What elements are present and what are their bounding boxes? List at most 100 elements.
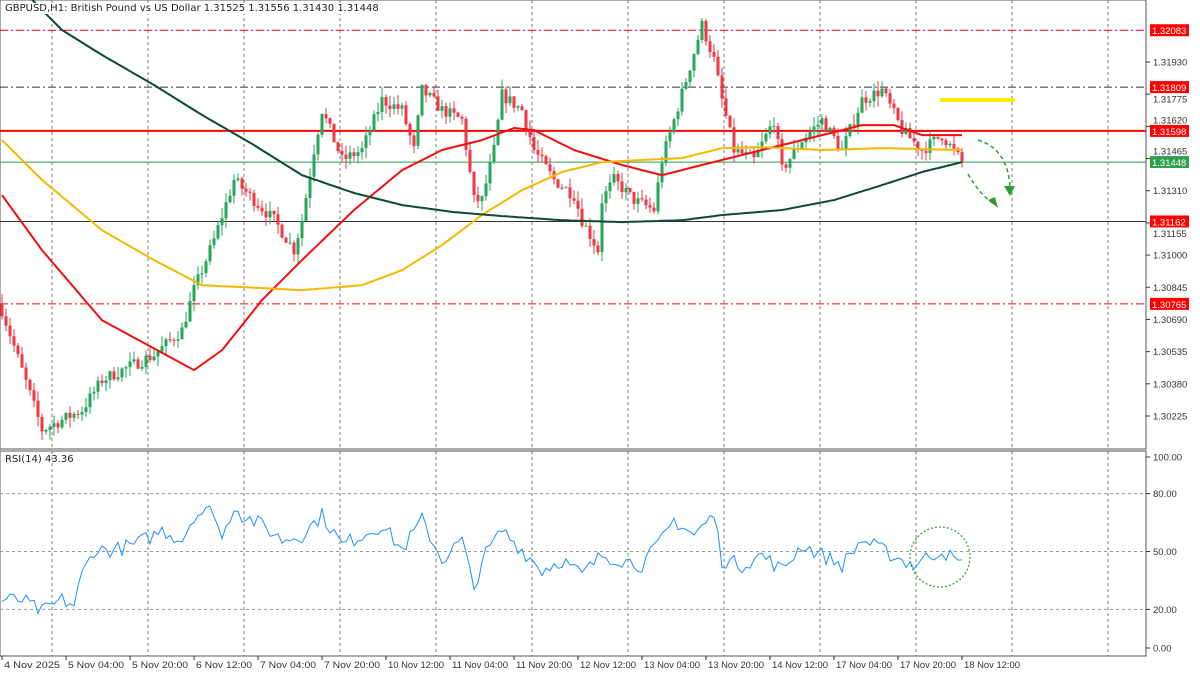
bull-candle: [820, 118, 824, 125]
price-tag-bg: [1150, 215, 1189, 228]
bear-candle: [280, 224, 284, 238]
bear-candle: [652, 207, 656, 212]
bear-candle: [404, 105, 408, 125]
x-tick-label: 5 Nov 04:00: [68, 660, 124, 671]
bear-candle: [556, 179, 560, 188]
bear-candle: [784, 164, 788, 168]
bear-candle: [388, 105, 392, 109]
bull-candle: [372, 114, 376, 131]
rsi-pane-frame: [0, 450, 1147, 657]
bull-candle: [856, 112, 860, 126]
price-tag: 1.31448: [1152, 158, 1186, 169]
bear-candle: [412, 135, 416, 147]
bull-candle: [296, 238, 300, 255]
y-tick-label: 1.31310: [1153, 186, 1187, 197]
bear-candle: [952, 143, 956, 149]
bear-candle: [940, 138, 944, 141]
bear-candle: [640, 198, 644, 200]
bull-candle: [500, 89, 504, 120]
bear-candle: [452, 108, 456, 113]
price-axis[interactable]: 1.31930 1.31775 1.31620 1.31465 1.31310 1.311…: [1146, 58, 1187, 423]
bear-candle: [76, 413, 80, 415]
bull-candle: [400, 105, 404, 109]
bull-candle: [308, 176, 312, 198]
bear-candle: [728, 115, 732, 128]
bull-candle: [672, 119, 676, 133]
bull-candle: [928, 139, 932, 154]
bear-candle: [892, 103, 896, 109]
rsi-highlight-circle: [909, 526, 971, 588]
y-tick-label: 1.31000: [1153, 251, 1187, 262]
bull-candle: [676, 111, 680, 120]
x-tick-label: 11 Nov 04:00: [452, 660, 508, 671]
x-tick-label: 14 Nov 12:00: [772, 660, 828, 671]
bear-candle: [504, 89, 508, 104]
bear-candle: [740, 149, 744, 154]
bull-candle: [828, 127, 832, 132]
bear-candle: [576, 200, 580, 209]
bull-candle: [772, 126, 776, 128]
bull-candle: [680, 88, 684, 112]
bull-candle: [564, 187, 568, 189]
bull-candle: [516, 106, 520, 108]
bull-candle: [496, 119, 500, 145]
bear-candle: [264, 211, 268, 218]
y-tick-label: 1.30225: [1153, 411, 1187, 422]
bull-candle: [868, 101, 872, 103]
bull-candle: [688, 70, 692, 82]
bear-candle: [336, 142, 340, 152]
bear-candle: [824, 118, 828, 132]
bull-candle: [360, 147, 364, 153]
bull-candle: [196, 274, 200, 286]
bull-candle: [764, 133, 768, 142]
bull-candle: [132, 359, 136, 362]
bear-candle: [836, 135, 840, 149]
bull-candle: [216, 225, 220, 239]
bear-candle: [324, 114, 328, 119]
chart-title: GBPUSD,H1: British Pound vs US Dollar 1.…: [5, 3, 379, 14]
price-tag-bg: [1150, 81, 1189, 94]
bull-candle: [364, 135, 368, 148]
x-tick-label: 17 Nov 04:00: [836, 660, 892, 671]
bear-candle: [520, 106, 524, 111]
bear-candle: [32, 390, 36, 401]
price-tag: 1.31598: [1152, 127, 1186, 138]
bear-candle: [436, 96, 440, 111]
bull-candle: [808, 132, 812, 138]
x-tick-label: 6 Nov 12:00: [196, 660, 252, 671]
x-tick-label: 13 Nov 04:00: [644, 660, 700, 671]
bear-candle: [168, 339, 172, 341]
bull-candle: [948, 143, 952, 146]
bear-candle: [536, 149, 540, 155]
bull-candle: [492, 144, 496, 163]
bear-candle: [776, 126, 780, 140]
bull-candle: [152, 356, 156, 361]
x-tick-label: 7 Nov 04:00: [260, 660, 316, 671]
bull-candle: [84, 407, 88, 413]
y-tick-label: 1.31930: [1153, 58, 1187, 69]
bear-candle: [532, 137, 536, 150]
bear-candle: [240, 178, 244, 189]
bear-candle: [20, 354, 24, 368]
bear-candle: [960, 152, 964, 162]
bear-candle: [68, 412, 72, 418]
bull-candle: [92, 391, 96, 394]
main-pane-frame: [0, 0, 1147, 450]
rsi-title: RSI(14) 43.36: [5, 454, 74, 465]
bear-candle: [896, 108, 900, 121]
bear-candle: [136, 359, 140, 369]
x-tick-label: 17 Nov 20:00: [900, 660, 956, 671]
bull-candle: [700, 20, 704, 40]
bear-candle: [16, 345, 20, 355]
bull-candle: [440, 106, 444, 111]
bull-candle: [220, 218, 224, 226]
bear-candle: [708, 41, 712, 53]
bear-candle: [944, 140, 948, 146]
bear-candle: [632, 191, 636, 204]
bear-candle: [460, 116, 464, 119]
bull-candle: [124, 367, 128, 369]
bear-candle: [464, 118, 468, 150]
bear-candle: [472, 171, 476, 196]
time-axis[interactable]: 4 Nov 2025 5 Nov 04:00 5 Nov 20:00 6 Nov 12…: [1, 656, 1020, 671]
